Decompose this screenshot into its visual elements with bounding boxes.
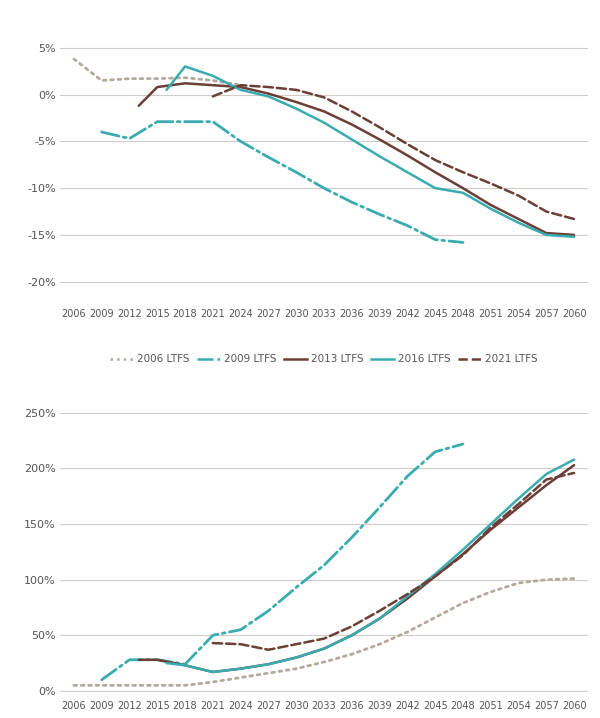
Legend: 2006 LTFS, 2009 LTFS, 2013 LTFS, 2016 LTFS, 2021 LTFS: 2006 LTFS, 2009 LTFS, 2013 LTFS, 2016 LT… [106, 350, 542, 368]
